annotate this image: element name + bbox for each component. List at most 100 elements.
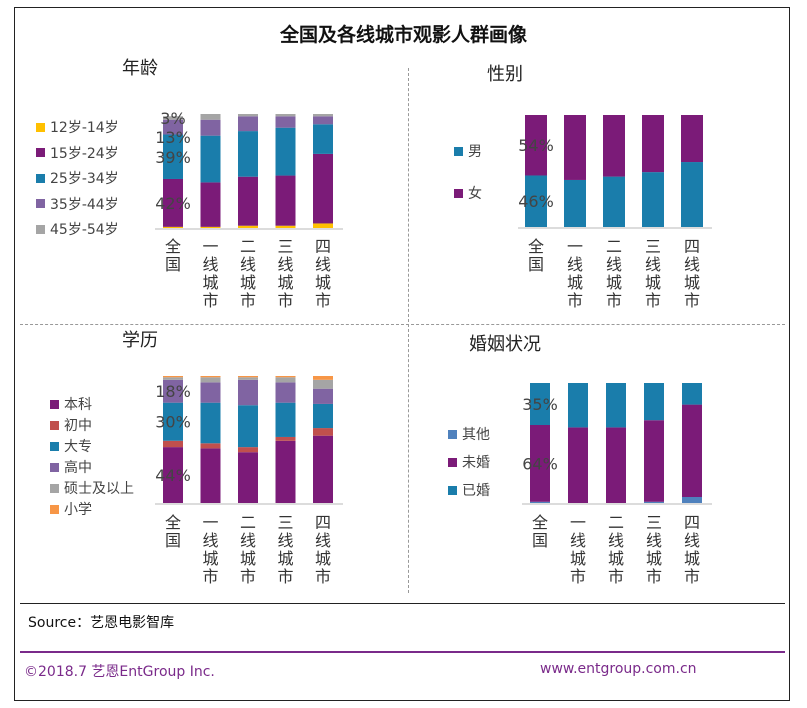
bar-segment xyxy=(238,447,258,453)
bar-segment xyxy=(238,376,258,378)
legend-swatch xyxy=(448,485,457,495)
bar-segment xyxy=(163,402,183,441)
legend-swatch xyxy=(36,199,45,208)
legend-swatch xyxy=(50,420,59,430)
legend-item: 高中 xyxy=(50,457,92,477)
bar-segment xyxy=(275,382,296,403)
category-label: 三线城市 xyxy=(645,513,662,586)
bar-segment xyxy=(564,179,586,227)
legend-swatch xyxy=(50,504,59,514)
legend-item: 女 xyxy=(454,183,482,203)
legend-label: 小学 xyxy=(64,502,92,518)
bar-segment xyxy=(275,114,296,117)
category-label: 四线城市 xyxy=(683,513,700,586)
legend-label: 45岁-54岁 xyxy=(50,222,119,238)
footer-copyright: ©2018.7 艺恩EntGroup Inc. xyxy=(24,664,215,680)
bar-segment xyxy=(313,379,333,389)
legend-swatch xyxy=(454,188,463,198)
legend-label: 15岁-24岁 xyxy=(50,145,119,162)
page-title: 全国及各线城市观影人群画像 xyxy=(279,24,527,46)
bar-segment xyxy=(568,427,588,503)
bar-segment xyxy=(275,175,296,226)
bar-segment xyxy=(275,377,296,383)
bar-segment xyxy=(238,176,258,226)
bar-segment xyxy=(275,225,296,228)
bar-segment xyxy=(644,420,664,502)
bar-segment xyxy=(163,376,183,378)
data-label: 3% xyxy=(160,109,185,128)
legend-label: 高中 xyxy=(64,460,92,476)
bar-segment xyxy=(275,402,296,437)
bar-segment xyxy=(200,226,221,228)
vertical-divider xyxy=(408,68,409,593)
legend-item: 初中 xyxy=(50,415,92,435)
data-label: 18% xyxy=(155,382,191,401)
bar-segment xyxy=(275,436,296,441)
legend-label: 35岁-44岁 xyxy=(50,196,119,213)
bar-segment xyxy=(238,405,258,448)
bar-segment xyxy=(313,116,333,125)
legend-item: 已婚 xyxy=(448,480,490,500)
bar-segment xyxy=(682,497,702,503)
category-label: 四线城市 xyxy=(683,237,700,310)
category-label: 二线城市 xyxy=(607,513,624,586)
chart-title: 婚姻状况 xyxy=(469,334,541,355)
data-label: 30% xyxy=(155,413,191,432)
category-label: 三线城市 xyxy=(277,237,294,310)
chart-title: 性别 xyxy=(487,64,523,85)
data-label: 42% xyxy=(155,194,191,213)
bar-segment xyxy=(564,115,586,180)
category-label: 二线城市 xyxy=(239,513,256,586)
legend-label: 25岁-34岁 xyxy=(50,171,119,187)
legend-swatch xyxy=(36,122,45,132)
bar-segment xyxy=(681,162,703,227)
bar-segment xyxy=(275,440,296,503)
bar-segment xyxy=(163,134,183,179)
bar-segment xyxy=(200,376,221,378)
bar-segment xyxy=(313,388,333,404)
legend-item: 大专 xyxy=(50,436,92,456)
source-text: Source：艺恩电影智库 xyxy=(28,615,175,631)
bar-segment xyxy=(681,115,703,163)
bar-segment xyxy=(200,114,221,120)
legend-label: 12岁-14岁 xyxy=(50,120,119,136)
data-label: 39% xyxy=(155,148,191,167)
legend-item: 25岁-34岁 xyxy=(36,168,119,188)
bar-segment xyxy=(682,383,702,405)
bar-segment xyxy=(163,440,183,448)
legend-item: 35岁-44岁 xyxy=(36,194,119,214)
legend-swatch xyxy=(50,399,59,409)
legend-label: 其他 xyxy=(462,427,490,443)
bar-segment xyxy=(313,435,333,503)
bar-segment xyxy=(525,115,547,176)
bar-segment xyxy=(200,377,221,383)
legend-swatch xyxy=(36,148,45,157)
legend-swatch xyxy=(448,457,457,467)
legend-swatch xyxy=(448,429,457,439)
bar-segment xyxy=(313,124,333,154)
legend-swatch xyxy=(36,224,45,234)
data-label: 35% xyxy=(522,395,558,414)
legend-label: 大专 xyxy=(64,439,92,455)
bar-segment xyxy=(525,175,547,227)
bar-segment xyxy=(163,119,183,135)
legend-swatch xyxy=(50,441,59,451)
bar-segment xyxy=(238,114,258,117)
legend-item: 小学 xyxy=(50,499,92,519)
bar-segment xyxy=(238,377,258,380)
legend-item: 男 xyxy=(454,141,482,161)
legend-swatch xyxy=(50,483,59,493)
category-label: 一线城市 xyxy=(566,237,583,310)
bar-segment xyxy=(163,379,183,403)
bar-segment xyxy=(200,402,221,444)
legend-label: 女 xyxy=(468,186,482,202)
footer-divider xyxy=(20,651,785,653)
category-label: 二线城市 xyxy=(239,237,256,310)
bar-segment xyxy=(313,403,333,429)
data-label: 46% xyxy=(518,192,554,211)
bar-segment xyxy=(275,376,296,378)
bar-segment xyxy=(200,182,221,227)
